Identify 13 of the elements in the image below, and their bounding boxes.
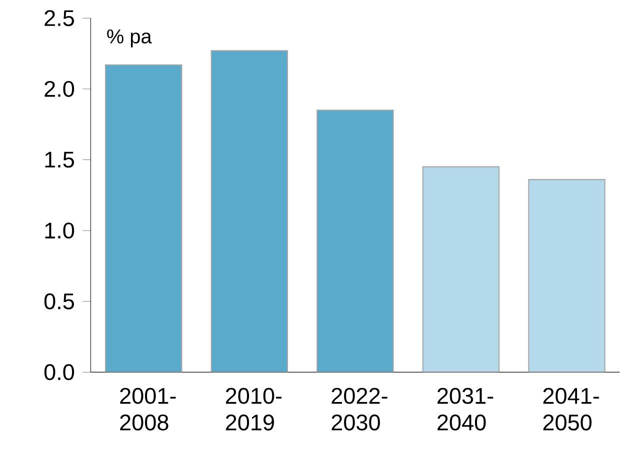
- x-tick-label: 2041-2050: [543, 388, 599, 431]
- y-tick-label: 2.0: [44, 80, 74, 97]
- y-tick-label: 1.0: [45, 222, 74, 239]
- y-axis-title: % pa: [107, 29, 152, 48]
- x-tick-label: 2010-2019: [226, 388, 282, 431]
- bar: [316, 110, 394, 372]
- y-tick-label: 1.5: [45, 152, 74, 168]
- x-tick-label: 2001-2008: [120, 388, 176, 431]
- y-tick-label: 0.0: [44, 364, 74, 380]
- x-tick-label: 2031-2040: [438, 388, 494, 431]
- y-tick-label: 0.5: [44, 293, 74, 310]
- x-tick-label: 2022-2030: [332, 388, 388, 431]
- y-tick-label: 2.5: [44, 10, 74, 26]
